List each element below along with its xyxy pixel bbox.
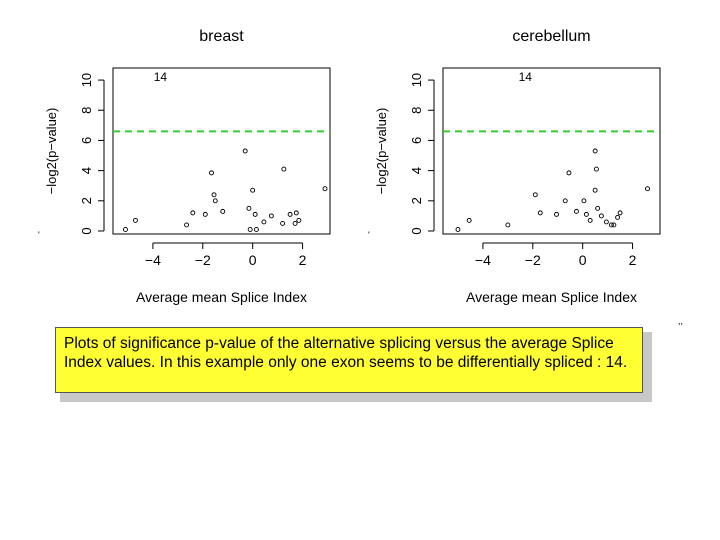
y-tick-label: 6 (409, 137, 424, 144)
x-axis-label: Average mean Splice Index (136, 289, 307, 305)
data-point (132, 217, 138, 223)
data-point (532, 192, 538, 198)
chart-title: breast (199, 28, 244, 45)
data-point (220, 208, 226, 214)
data-point (617, 210, 623, 216)
data-point (615, 214, 621, 220)
data-point (573, 208, 579, 214)
x-axis-label: Average mean Splice Index (466, 289, 637, 305)
data-point (268, 213, 274, 219)
data-point (242, 148, 248, 154)
y-tick-label: 8 (79, 107, 94, 114)
x-tick-label: 2 (299, 252, 307, 268)
y-tick-label: 0 (409, 227, 424, 234)
chart-title: cerebellum (512, 28, 590, 45)
y-tick-label: 10 (79, 73, 94, 87)
data-point (505, 222, 511, 228)
data-point (123, 227, 128, 232)
y-tick-label: 2 (79, 197, 94, 204)
data-point (562, 198, 568, 204)
y-axis-label: −log2(p−value) (44, 108, 59, 195)
data-point (466, 217, 472, 223)
data-point (537, 210, 543, 216)
data-point (583, 211, 589, 217)
data-point (190, 210, 196, 216)
data-point (598, 213, 604, 219)
data-point (455, 227, 461, 232)
data-point (322, 186, 328, 192)
plots-figure: breast −4 −2 0 2 0 2 4 6 8 10 Average mean Splice I… (44, 28, 661, 305)
plot-frame (442, 67, 661, 235)
y-tick-label: 4 (409, 167, 424, 174)
y-tick-label: 2 (409, 197, 424, 204)
data-point (247, 227, 253, 232)
data-point (184, 222, 190, 228)
data-point (280, 220, 286, 226)
data-point (587, 217, 593, 223)
x-tick-label: 0 (249, 252, 257, 268)
data-point (250, 187, 256, 193)
panel-edge-mark: ' (38, 230, 40, 240)
data-point (287, 211, 293, 217)
x-tick-label: 0 (579, 252, 587, 268)
data-point (202, 211, 208, 217)
data-point (281, 166, 287, 172)
y-tick-label: 0 (79, 227, 94, 234)
data-point (592, 187, 598, 193)
x-tick-label: 2 (629, 252, 637, 268)
plot-frame (112, 67, 331, 235)
panel-edge-mark: ' (368, 230, 370, 240)
data-point (261, 219, 267, 225)
slide-edge-mark: ,, (678, 316, 684, 326)
data-point (293, 210, 299, 216)
caption-box: Plots of significance p-value of the alt… (55, 327, 643, 393)
data-point (212, 198, 218, 204)
x-tick-label: −2 (195, 252, 211, 268)
y-tick-label: 8 (409, 107, 424, 114)
y-tick-label: 10 (409, 73, 424, 87)
data-point (595, 205, 601, 211)
point-annotation: 14 (154, 70, 168, 84)
x-tick-label: −4 (145, 252, 161, 268)
x-tick-label: −2 (525, 252, 541, 268)
data-point (246, 205, 252, 211)
x-tick-label: −4 (475, 252, 491, 268)
data-point (292, 220, 298, 226)
y-tick-label: 4 (79, 167, 94, 174)
data-point (566, 170, 572, 176)
y-tick-label: 6 (79, 137, 94, 144)
data-point (554, 211, 559, 217)
data-point (252, 211, 258, 217)
data-point (581, 198, 587, 204)
data-point (593, 166, 599, 172)
y-axis-label: −log2(p−value) (374, 108, 389, 195)
data-point (209, 170, 214, 176)
data-point (645, 186, 650, 192)
data-point (592, 148, 598, 154)
data-point (608, 222, 614, 228)
point-annotation: 14 (519, 70, 533, 84)
data-point (211, 192, 217, 198)
data-point (296, 217, 302, 223)
data-point (611, 222, 617, 228)
data-point (603, 219, 609, 225)
data-point (253, 227, 259, 232)
